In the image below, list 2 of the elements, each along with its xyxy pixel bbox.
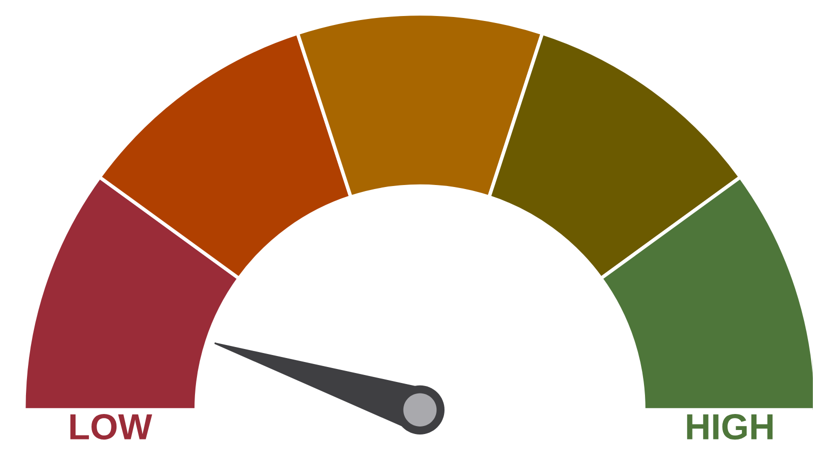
- slice-label: LOW: [70, 414, 152, 440]
- slice-label: HIGH: [687, 414, 773, 440]
